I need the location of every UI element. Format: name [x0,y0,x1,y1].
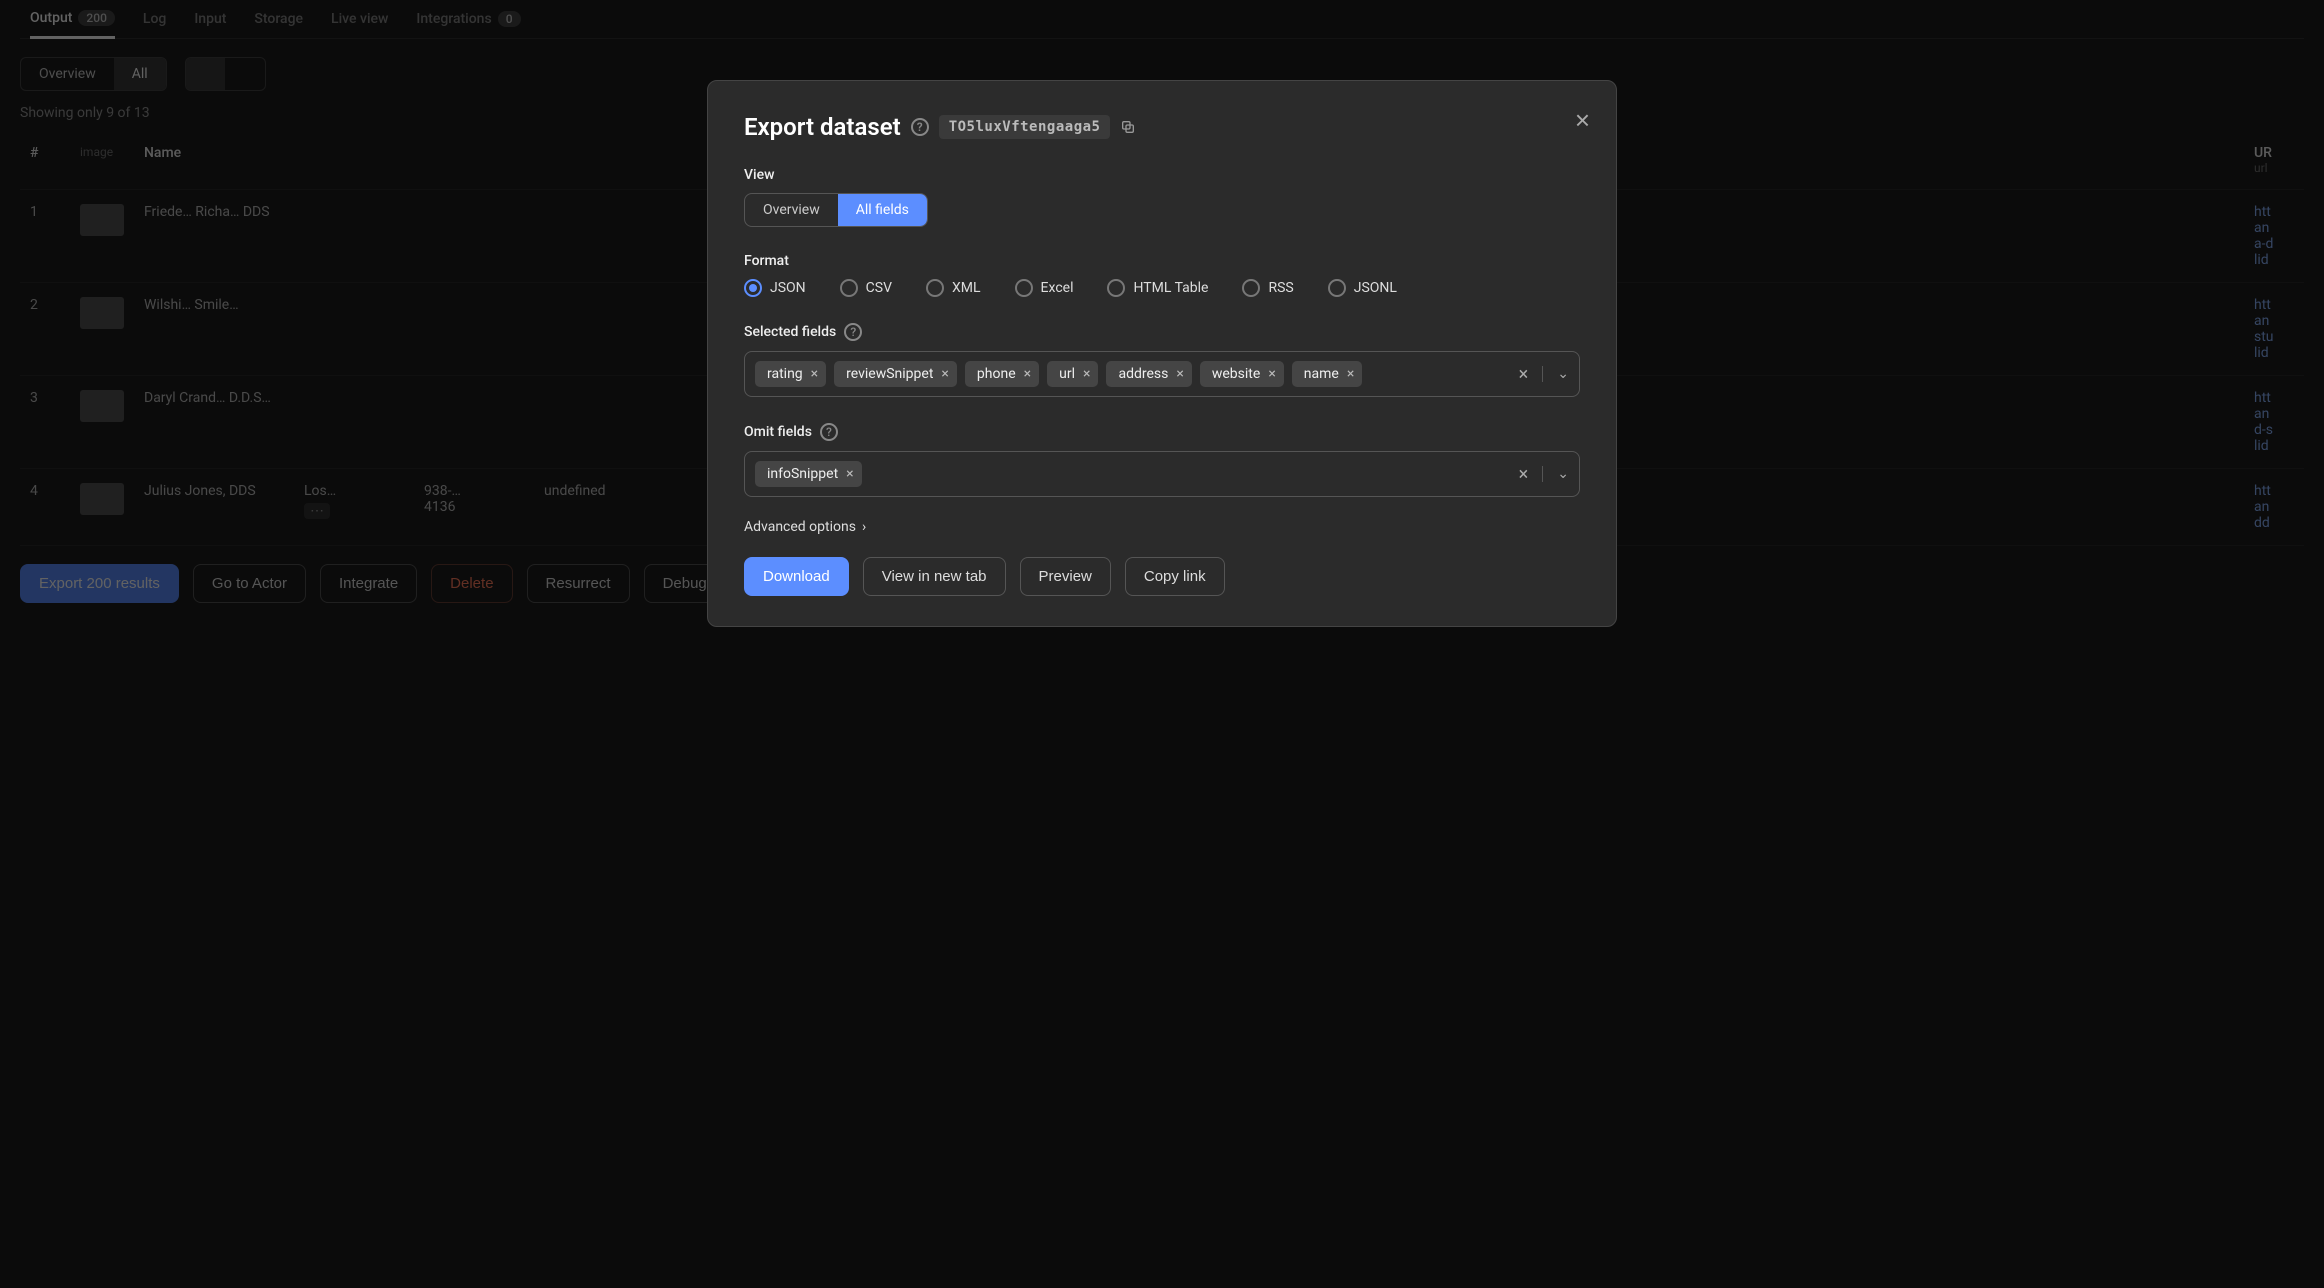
chevron-right-icon: › [862,519,866,535]
radio-dot [1242,279,1260,297]
format-radio-jsonl[interactable]: JSONL [1328,279,1397,297]
tag-label: reviewSnippet [846,366,933,382]
format-label: CSV [866,280,892,296]
copy-icon[interactable] [1120,119,1136,135]
help-icon[interactable]: ? [844,323,862,341]
tag-label: infoSnippet [767,466,838,482]
remove-tag-icon[interactable]: × [1083,366,1090,382]
radio-dot [1328,279,1346,297]
field-tag: name × [1292,361,1363,387]
field-tag: infoSnippet × [755,461,862,487]
radio-dot [1107,279,1125,297]
format-section: Format JSON CSV XML Excel HTML Table RSS JSONL [744,253,1580,297]
format-radio-json[interactable]: JSON [744,279,806,297]
view-segment-modal: Overview All fields [744,193,928,227]
advanced-options-toggle[interactable]: Advanced options › [744,519,866,535]
field-tag: url × [1047,361,1098,387]
format-label: Format [744,253,1580,269]
field-tag: website × [1200,361,1284,387]
remove-tag-icon[interactable]: × [1268,366,1275,382]
view-new-tab-button[interactable]: View in new tab [863,557,1006,596]
radio-dot [1015,279,1033,297]
preview-button[interactable]: Preview [1020,557,1111,596]
field-tag: reviewSnippet × [834,361,957,387]
chevron-down-icon[interactable]: ⌄ [1542,366,1569,382]
tagbox-controls: × ⌄ [1519,464,1569,485]
remove-tag-icon[interactable]: × [941,366,948,382]
help-icon[interactable]: ? [911,118,929,136]
format-radio-rss[interactable]: RSS [1242,279,1293,297]
tag-label: rating [767,366,803,382]
format-radio-html-table[interactable]: HTML Table [1107,279,1208,297]
export-dataset-modal: × Export dataset ? TO5luxVftengaaga5 Vie… [707,80,1617,627]
remove-tag-icon[interactable]: × [1176,366,1183,382]
radio-dot [744,279,762,297]
dataset-id: TO5luxVftengaaga5 [939,115,1111,139]
copy-link-button[interactable]: Copy link [1125,557,1225,596]
field-tag: address × [1106,361,1191,387]
format-label: JSON [770,280,806,296]
selected-fields-input[interactable]: rating×reviewSnippet×phone×url×address×w… [744,351,1580,397]
field-tag: rating × [755,361,826,387]
view-allfields-option[interactable]: All fields [838,194,927,226]
format-radio-excel[interactable]: Excel [1015,279,1074,297]
format-label: Excel [1041,280,1074,296]
modal-title-row: Export dataset ? TO5luxVftengaaga5 [744,113,1136,141]
tag-label: url [1059,366,1075,382]
format-label: RSS [1268,280,1293,296]
remove-tag-icon[interactable]: × [846,466,853,482]
tag-label: phone [977,366,1016,382]
help-icon[interactable]: ? [820,423,838,441]
format-radio-csv[interactable]: CSV [840,279,892,297]
tagbox-controls: × ⌄ [1519,364,1569,385]
clear-icon[interactable]: × [1519,464,1529,485]
field-tag: phone × [965,361,1039,387]
view-section: View Overview All fields [744,167,1580,227]
format-label: XML [952,280,981,296]
radio-dot [926,279,944,297]
selected-fields-text: Selected fields [744,324,836,340]
remove-tag-icon[interactable]: × [1347,366,1354,382]
modal-overlay[interactable]: × Export dataset ? TO5luxVftengaaga5 Vie… [0,0,2324,1288]
omit-fields-label: Omit fields ? [744,423,1580,441]
view-label: View [744,167,1580,183]
close-icon[interactable]: × [1575,105,1590,136]
remove-tag-icon[interactable]: × [1024,366,1031,382]
advanced-options-label: Advanced options [744,519,856,535]
clear-icon[interactable]: × [1519,364,1529,385]
format-label: HTML Table [1133,280,1208,296]
format-radio-xml[interactable]: XML [926,279,981,297]
remove-tag-icon[interactable]: × [811,366,818,382]
format-radios: JSON CSV XML Excel HTML Table RSS JSONL [744,279,1580,297]
download-button[interactable]: Download [744,557,849,596]
modal-title: Export dataset [744,113,901,141]
tag-label: name [1304,366,1339,382]
tag-label: address [1118,366,1168,382]
omit-fields-section: Omit fields ? infoSnippet × × ⌄ [744,423,1580,497]
modal-actions: Download View in new tab Preview Copy li… [744,557,1580,596]
view-overview-option[interactable]: Overview [745,194,838,226]
tag-label: website [1212,366,1260,382]
format-label: JSONL [1354,280,1397,296]
omit-fields-text: Omit fields [744,424,812,440]
chevron-down-icon[interactable]: ⌄ [1542,466,1569,482]
selected-fields-section: Selected fields ? rating×reviewSnippet×p… [744,323,1580,397]
radio-dot [840,279,858,297]
omit-fields-input[interactable]: infoSnippet × × ⌄ [744,451,1580,497]
selected-fields-label: Selected fields ? [744,323,1580,341]
